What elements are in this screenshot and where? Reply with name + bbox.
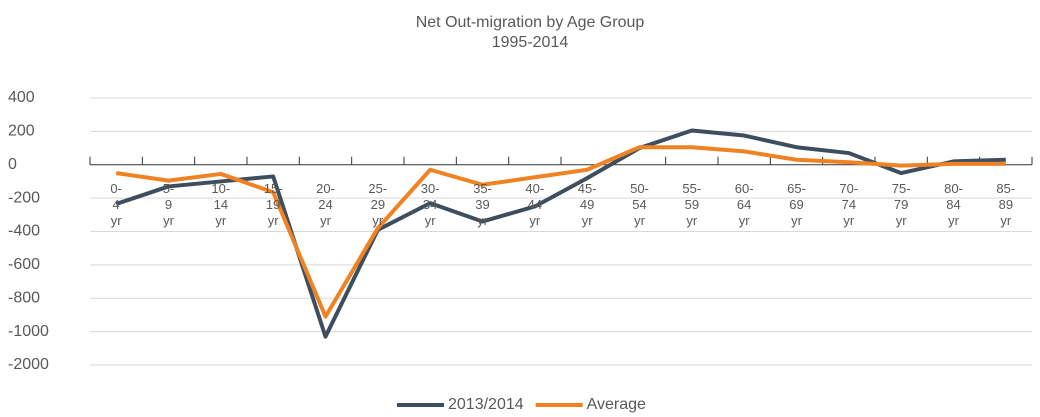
line-series — [115, 145, 1006, 319]
x-tick-label: 45-49 yr — [577, 180, 597, 228]
x-tick-label: 60-64 yr — [734, 180, 754, 228]
x-tick-label: 55-59 yr — [682, 180, 702, 228]
x-tick-label: 85-89 yr — [996, 180, 1016, 228]
y-tick-label: 400 — [8, 89, 35, 106]
x-tick-label: 25-29 yr — [368, 180, 388, 228]
y-tick-label: 200 — [8, 123, 35, 140]
y-tick-label: -1000 — [8, 323, 49, 340]
x-tick-label: 70-74 yr — [839, 180, 859, 228]
x-tick-label: 15-19 yr — [263, 180, 283, 228]
x-tick-label: 0-4 yr — [110, 180, 122, 228]
line-series — [115, 128, 1006, 339]
x-tick-label: 35-39 yr — [473, 180, 492, 228]
x-tick-label: 65-69 yr — [787, 180, 806, 228]
x-tick-label: 5-9 yr — [162, 180, 175, 228]
x-tick-label: 50-54 yr — [630, 180, 649, 228]
x-tick-label: 80-84 yr — [944, 180, 963, 228]
y-tick-label: -400 — [8, 223, 40, 240]
y-tick-label: -200 — [8, 189, 40, 206]
x-tick-label: 40-44 yr — [525, 180, 545, 228]
legend-label: 2013/2014 — [448, 396, 524, 413]
x-tick-label: 20-24 yr — [316, 180, 335, 228]
chart-title: Net Out-migration by Age Group — [416, 14, 645, 31]
x-tick-label: 75-79 yr — [891, 180, 911, 228]
chart-subtitle: 1995-2014 — [492, 34, 569, 51]
y-tick-label: -800 — [8, 289, 40, 306]
y-tick-label: 0 — [8, 156, 17, 173]
legend-label: Average — [587, 396, 646, 413]
x-tick-label: 30-34 yr — [420, 180, 440, 228]
x-tick-label: 10-14 yr — [211, 180, 231, 228]
y-tick-label: -600 — [8, 256, 40, 273]
y-tick-label: -2000 — [8, 356, 49, 373]
